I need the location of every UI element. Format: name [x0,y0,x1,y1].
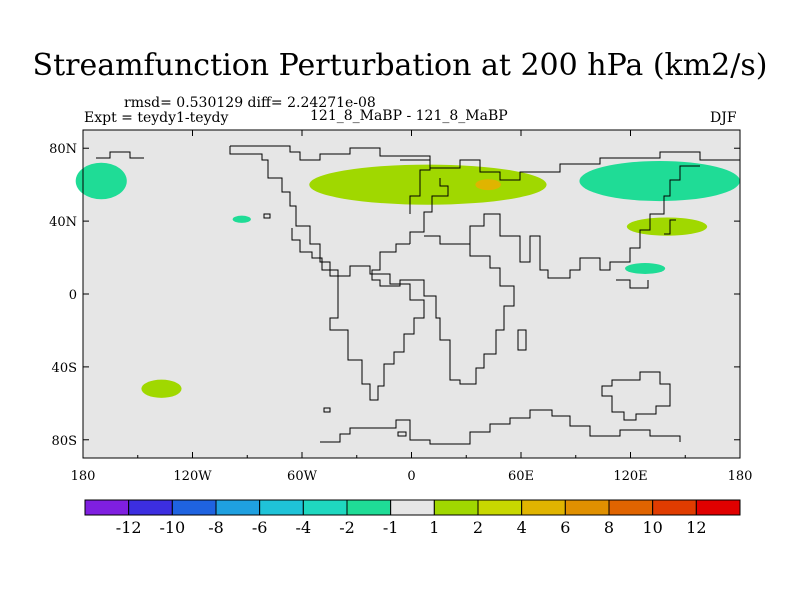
colorbar-swatch [302,499,348,516]
colorbar-swatch [521,499,566,516]
colorbar-swatch [84,499,130,516]
anomaly-green-nw-atlantic [75,162,127,200]
colorbar-label: 12 [686,518,706,537]
y-tick-label: 80S [52,434,77,449]
colorbar-swatch [128,499,173,516]
colorbar-label: -1 [383,518,399,537]
colorbar-swatch [215,499,261,516]
colorbar-label: 4 [517,518,527,537]
coastline-europe [409,178,449,244]
coastline-antarctica [320,409,681,445]
coastline-north-america [229,146,339,276]
anomaly-lime-south-pacific [141,379,182,398]
coastline-middle-east [469,213,531,263]
colorbar-swatch [346,499,392,516]
colorbar-swatch [608,499,654,516]
colorbar-swatch [171,499,217,516]
coastline-small-islands [263,213,407,437]
x-tick-label: 60E [508,469,534,484]
colorbar-swatch [652,499,697,516]
x-axis: 180 120W 60W 0 60E 120E 180 [71,130,753,484]
colorbar-swatch [477,499,523,516]
colorbar-label: -2 [339,518,355,537]
y-tick-label: 0 [69,288,77,303]
colorbar-swatch [564,499,610,516]
x-tick-label: 0 [407,469,415,484]
y-axis: 80N 40N 0 40S 80S [49,142,740,449]
colorbar-swatch [390,499,435,516]
x-tick-label: 120E [613,469,647,484]
coastline-africa [371,235,515,385]
coastline-gulf [291,228,338,277]
coastline-japan [664,219,676,235]
coastline-south-america [329,265,425,401]
anomaly-lime-north-pacific [626,217,708,236]
colorbar: -12 -10 -8 -6 -4 -2 -1 1 2 4 6 8 10 12 [84,499,741,537]
coastline-alaska [96,151,144,159]
anomaly-green-west-pacific [625,263,666,274]
x-tick-label: 180 [71,469,96,484]
colorbar-swatch [433,499,479,516]
colorbar-label: -6 [252,518,268,537]
colorbar-label: -12 [116,518,142,537]
y-tick-label: 40S [52,361,77,376]
experiment-label: Expt = teydy1-teydy [84,110,229,126]
season-label: DJF [710,110,737,126]
colorbar-label: 1 [429,518,439,537]
anomaly-layer [75,160,740,398]
coastline-arctic-canada [230,145,400,161]
colorbar-label: 8 [604,518,614,537]
anomaly-green-small-pacific [232,215,251,223]
colorbar-swatch [259,499,304,516]
colorbar-label: -4 [296,518,312,537]
colorbar-label: -10 [159,518,185,537]
x-tick-label: 120W [173,469,212,484]
anomaly-green-north-pacific [579,160,740,202]
y-tick-label: 40N [49,215,77,230]
y-tick-label: 80N [49,142,77,157]
coastlines [96,145,740,445]
coastline-australia [601,371,671,421]
colorbar-label: 2 [473,518,483,537]
coastline-maritime [616,279,649,289]
case-label: 121_8_MaBP - 121_8_MaBP [310,108,508,124]
x-tick-label: 180 [728,469,753,484]
coastline-madagascar [517,329,527,351]
chart-title: Streamfunction Perturbation at 200 hPa (… [32,48,768,83]
coastline-europe-asia-north [400,151,740,181]
colorbar-swatch [695,499,741,516]
colorbar-label: 10 [642,518,662,537]
anomaly-orange-eurasia-core [475,179,501,191]
coastline-asia [529,165,700,279]
anomaly-lime-eurasia [309,164,547,205]
x-tick-label: 60W [287,469,318,484]
stats-label: rmsd= 0.530129 diff= 2.24271e-08 [124,95,376,111]
colorbar-label: -8 [208,518,224,537]
colorbar-label: 6 [560,518,570,537]
